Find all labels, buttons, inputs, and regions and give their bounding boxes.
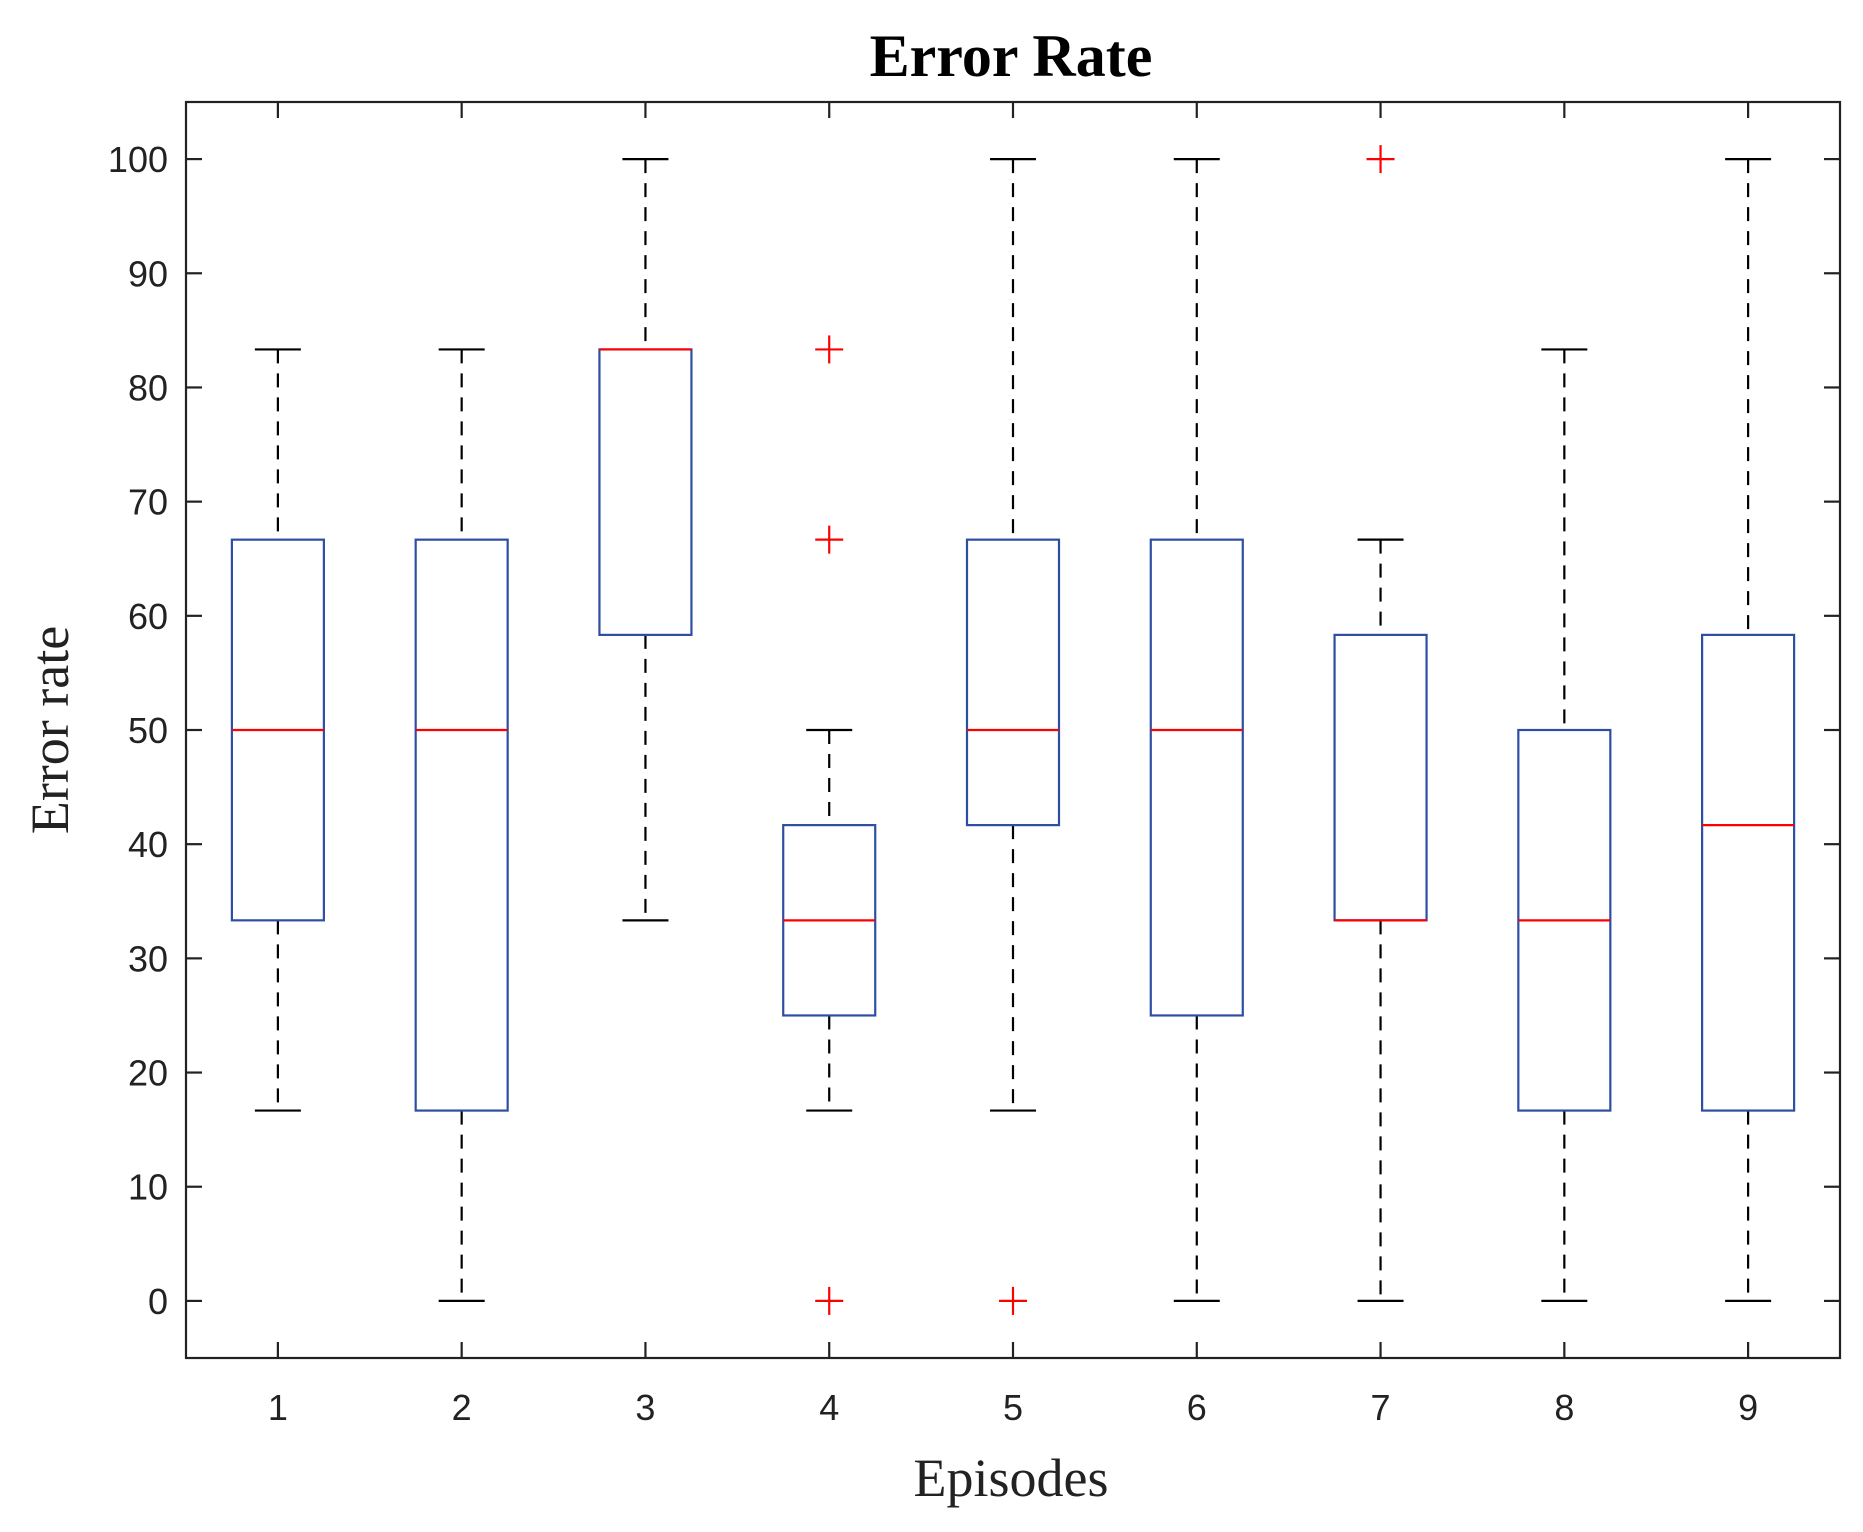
outlier-marker [999,1286,1027,1315]
x-tick-label: 3 [635,1387,655,1428]
y-axis-label: Error rate [20,626,80,834]
x-tick-label: 2 [452,1387,472,1428]
x-tick-label: 1 [268,1387,288,1428]
iqr-box [1333,633,1428,922]
y-tick-label: 0 [148,1281,168,1322]
y-tick-label: 100 [108,139,168,180]
x-tick-label: 5 [1003,1387,1023,1428]
y-tick-label: 90 [128,253,168,294]
y-tick-label: 20 [128,1053,168,1094]
x-tick-label: 7 [1371,1387,1391,1428]
y-tick-label: 70 [128,482,168,523]
outlier-marker [815,525,844,554]
y-tick-label: 80 [128,367,168,408]
iqr-box [965,538,1061,827]
y-tick-label: 30 [128,938,168,979]
chart-title: Error Rate [870,23,1153,89]
iqr-box [1701,633,1796,1112]
plot-area: 0 10 20 30 40 50 60 70 80 90 100 1 2 3 4 5 6 7 8 9 [108,100,1842,1428]
iqr-box [414,538,509,1112]
y-tick-label: 40 [128,824,168,865]
x-axis-label: Episodes [914,1448,1109,1508]
iqr-box [1149,538,1244,1017]
x-tick-label: 9 [1738,1387,1758,1428]
outlier-marker [815,335,844,364]
y-tick-label: 10 [128,1167,168,1208]
y-tick-label: 60 [128,596,168,637]
outlier-marker [1366,145,1395,174]
x-tick-label: 4 [819,1387,839,1428]
x-tick-label: 6 [1187,1387,1207,1428]
outlier-marker [815,1286,844,1315]
y-tick-label: 50 [128,710,168,751]
iqr-box [598,348,693,636]
x-tick-label: 8 [1554,1387,1574,1428]
